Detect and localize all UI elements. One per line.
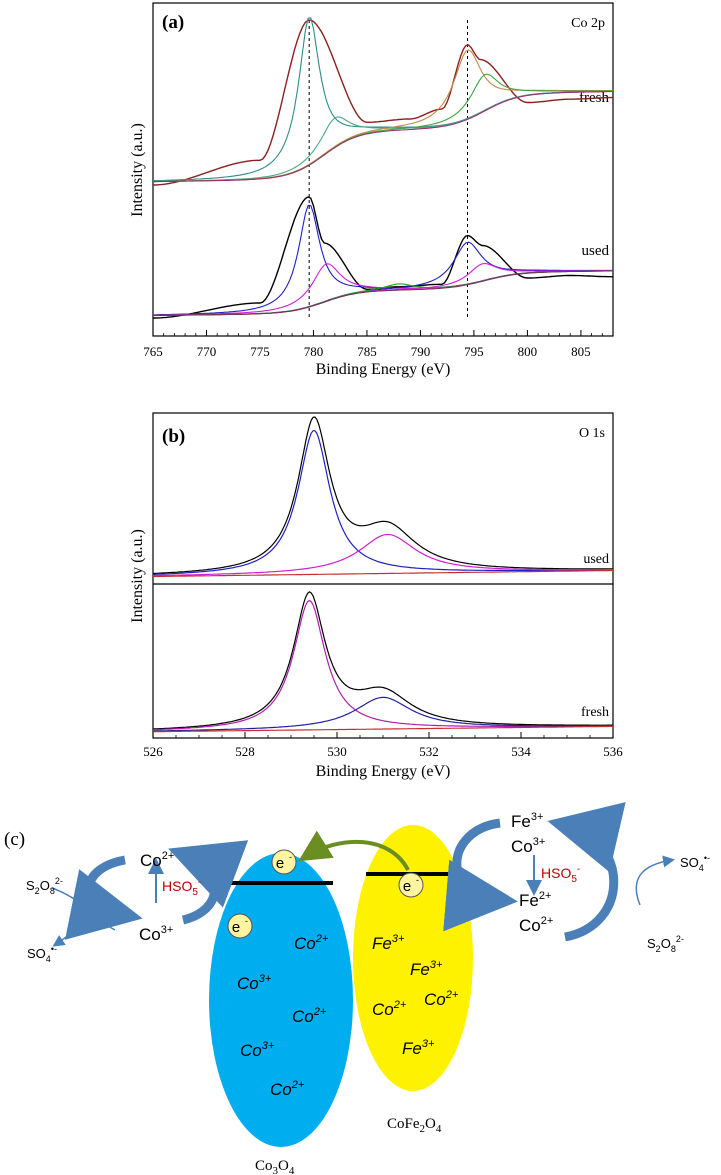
x-tick-label: 805	[571, 344, 591, 359]
persulfate-left-path	[51, 887, 116, 931]
panel-b-used-label: used	[583, 552, 609, 567]
cofe2o4-ion: Fe3+	[402, 1038, 435, 1058]
panel-b-label: (b)	[162, 426, 185, 447]
panel-a-frame	[152, 2, 614, 337]
left-co2-ion: Co2+	[140, 850, 174, 870]
panel-a-ylabel: Intensity (a.u.)	[129, 123, 146, 217]
x-tick-label: 775	[250, 344, 270, 359]
series-line	[153, 599, 613, 731]
radical-left-path	[52, 914, 99, 947]
series-line	[153, 204, 613, 316]
series-line	[153, 90, 614, 183]
co3o4-cycle-arrow	[168, 840, 249, 925]
panel-a-xlabel: Binding Energy (eV)	[316, 361, 451, 378]
series-line	[152, 591, 613, 730]
panel-a-used-label: used	[582, 243, 610, 259]
x-tick-label: 530	[327, 744, 347, 759]
right-fe2-ion: Fe2+	[519, 890, 551, 910]
panel-b-x-axis: 526 528 530 532 534 536	[143, 732, 623, 759]
series-line	[153, 196, 614, 319]
series-line	[152, 241, 613, 316]
panel-a-title: Co 2p	[571, 16, 605, 31]
left-cycle-arrow	[64, 855, 143, 940]
x-tick-label: 528	[235, 744, 255, 759]
x-tick-label: 785	[357, 344, 377, 359]
co3o4-ion: Co3+	[237, 973, 272, 993]
left-co3-ion: Co3+	[139, 924, 173, 944]
svg-text:e: e	[403, 878, 411, 895]
right-fe3-ion: Fe3+	[511, 811, 543, 831]
panel-b-title: O 1s	[579, 426, 605, 441]
series-line	[152, 533, 613, 577]
x-tick-label: 780	[304, 344, 324, 359]
x-tick-label: 534	[511, 744, 531, 759]
electron-transfer-arrow	[298, 830, 410, 871]
cofe2o4-ion: Co2+	[372, 999, 407, 1019]
electron-icon: e -	[398, 872, 424, 898]
x-tick-label: 790	[411, 344, 431, 359]
electron-icon: e -	[271, 849, 297, 875]
co3o4-ion: Co2+	[292, 1006, 327, 1026]
svg-text:-: -	[416, 875, 419, 885]
panel-a: (a) Co 2p fresh used Binding Energy (eV)…	[129, 2, 614, 378]
svg-text:-: -	[245, 916, 248, 926]
left-redox-cycle: Co2+ Co3+ HSO5- S2O82- SO4•-	[26, 840, 249, 964]
cofe2o4-ion: Fe3+	[372, 933, 405, 953]
panel-b-plot-area	[152, 416, 613, 733]
cofe2o4-ion: Co2+	[424, 989, 459, 1009]
radical-right-path	[635, 855, 675, 906]
panel-b-xlabel: Binding Energy (eV)	[316, 763, 451, 780]
series-line	[153, 19, 614, 186]
co3o4-label: Co3O4	[255, 1158, 295, 1175]
series-line	[152, 49, 613, 183]
co3o4-particle	[209, 853, 353, 1147]
series-line	[153, 696, 613, 732]
x-tick-label: 526	[143, 744, 163, 759]
co3o4-ion: Co3+	[240, 1040, 275, 1060]
right-hso5-label: HSO5-	[541, 864, 580, 885]
right-redox-cycle: Fe3+ Co3+ Fe2+ Co2+ HSO5- SO4•- S2O82-	[443, 802, 710, 954]
x-tick-label: 765	[143, 344, 163, 359]
x-tick-label: 770	[197, 344, 217, 359]
right-cycle-arrow-left	[443, 818, 518, 932]
right-co2-ion: Co2+	[519, 915, 553, 935]
electron-icon: e -	[227, 913, 253, 939]
right-cycle-arrow-right	[547, 802, 626, 942]
left-radical-label: SO4•-	[27, 944, 57, 964]
left-hso5-label: HSO5-	[162, 877, 201, 898]
svg-text:e: e	[232, 919, 240, 936]
right-radical-label: SO4•-	[680, 853, 710, 873]
series-line	[152, 430, 613, 576]
left-persulfate-label: S2O82-	[26, 876, 63, 896]
series-line	[153, 725, 613, 733]
svg-text:-: -	[289, 852, 292, 862]
series-line	[152, 416, 613, 575]
co3o4-ion: Co2+	[270, 1079, 305, 1099]
panel-b-fresh-label: fresh	[581, 705, 609, 720]
svg-text:e: e	[276, 855, 284, 872]
cofe2o4-particle	[353, 825, 473, 1091]
panel-c-label: (c)	[4, 829, 25, 850]
cofe2o4-label: CoFe2O4	[387, 1116, 442, 1135]
series-line	[153, 270, 614, 317]
right-persulfate-label: S2O82-	[647, 934, 684, 954]
right-co3-ion: Co3+	[511, 836, 545, 856]
panel-b: (b) O 1s used fresh Binding Energy (eV) …	[129, 412, 623, 780]
x-tick-label: 800	[518, 344, 538, 359]
cofe2o4-ion: Fe3+	[410, 959, 443, 979]
panel-a-plot-area	[152, 17, 614, 319]
series-line	[152, 17, 613, 182]
co3o4-ion: Co2+	[294, 933, 329, 953]
x-tick-label: 795	[464, 344, 484, 359]
series-line	[153, 569, 613, 578]
panel-a-x-axis: 765 770 775 780 785 790 795 800 805	[143, 330, 614, 359]
panel-a-label: (a)	[162, 12, 184, 33]
x-tick-label: 532	[419, 744, 439, 759]
x-tick-label: 536	[603, 744, 623, 759]
panel-b-ylabel: Intensity (a.u.)	[129, 529, 146, 623]
panel-c-scheme: (c) e - e - e - Co2+ Co3+ Co2+ Co3+	[4, 802, 710, 1175]
